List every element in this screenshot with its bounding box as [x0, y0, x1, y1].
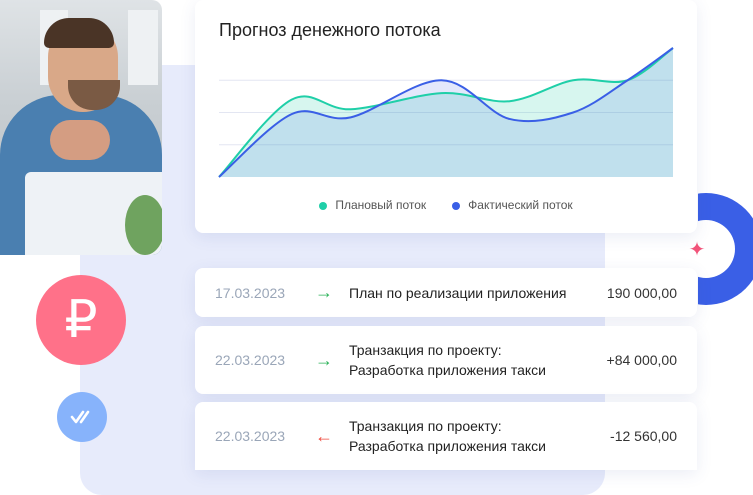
chart-title: Прогноз денежного потока: [219, 20, 441, 40]
cash-flow-chart: [218, 47, 674, 178]
person-photo: [0, 0, 162, 255]
series-area: [219, 48, 673, 177]
series-line: [218, 47, 674, 178]
legend-item-plan: Плановый поток: [319, 198, 426, 212]
chart-legend: Плановый поток Фактический поток: [195, 198, 697, 212]
star-icon: ✦: [688, 239, 706, 261]
transaction-row[interactable]: 22.03.2023 ← Транзакция по проекту: Разра…: [195, 402, 697, 470]
transaction-amount: +84 000,00: [606, 352, 677, 368]
series-area: [219, 48, 673, 177]
arrow-left-icon: ←: [315, 425, 333, 446]
ruble-icon: ₽: [36, 275, 126, 365]
transaction-amount: 190 000,00: [606, 284, 677, 301]
transaction-date: 22.03.2023: [215, 428, 286, 444]
series-line: [218, 47, 674, 178]
arrow-right-icon: →: [315, 349, 333, 370]
cash-flow-chart-card: Прогноз денежного потока Плановый поток …: [195, 0, 697, 233]
transaction-row[interactable]: 17.03.2023 → План по реализации приложен…: [195, 268, 697, 317]
transaction-description: Транзакция по проекту: Разработка приложе…: [349, 418, 546, 454]
transaction-date: 22.03.2023: [215, 352, 286, 368]
arrow-right-icon: →: [315, 282, 333, 302]
transaction-row[interactable]: 22.03.2023 → Транзакция по проекту: Разра…: [195, 326, 697, 394]
transaction-description: План по реализации приложения: [349, 284, 567, 301]
transaction-description: Транзакция по проекту: Разработка приложе…: [349, 342, 546, 378]
double-check-icon: [57, 392, 107, 442]
transaction-date: 17.03.2023: [215, 284, 286, 301]
transaction-amount: -12 560,00: [610, 428, 677, 444]
legend-item-actual: Фактический поток: [452, 198, 573, 212]
